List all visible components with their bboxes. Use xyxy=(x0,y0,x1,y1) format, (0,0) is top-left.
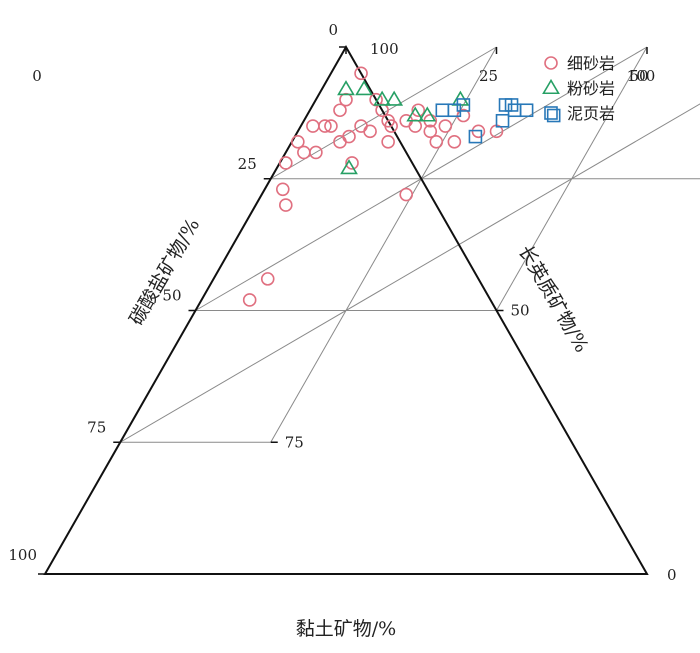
tick-marks xyxy=(38,46,648,575)
point-mudstone-7 xyxy=(468,129,483,144)
point-sandstone-8 xyxy=(297,145,311,160)
legend-item-mudstone: 泥页岩 xyxy=(544,104,615,123)
tick-label-carbonate-50: 50 xyxy=(162,287,181,305)
point-mudstone-6 xyxy=(495,113,510,128)
point-sandstone-35 xyxy=(278,198,293,212)
point-sandstone-14 xyxy=(342,129,356,144)
tick-label-feldspar-50: 50 xyxy=(511,302,530,320)
point-siltstone-2 xyxy=(373,90,392,106)
grid-line-clay-50 xyxy=(496,46,648,311)
point-sandstone-33 xyxy=(242,293,257,307)
point-mudstone-2 xyxy=(456,98,471,112)
point-sandstone-24 xyxy=(423,124,438,139)
legend-marker-circle xyxy=(544,56,558,70)
axis-title-clay: 黏土矿物/% xyxy=(296,618,396,640)
point-siltstone-3 xyxy=(385,90,404,106)
legend-item-sandstone: 细砂岩 xyxy=(544,54,615,73)
point-sandstone-20 xyxy=(381,135,395,149)
tick-labels: 025507510002550751000255075100 xyxy=(8,21,677,584)
legend-marker-siltstone xyxy=(542,78,560,95)
point-sandstone-21 xyxy=(408,119,423,133)
point-sandstone-4 xyxy=(318,119,332,133)
point-mudstone-9 xyxy=(546,108,561,123)
point-sandstone-6 xyxy=(324,119,338,133)
point-sandstone-22 xyxy=(345,156,359,170)
point-sandstone-17 xyxy=(384,119,398,133)
axis-title-carbonate: 碳酸盐矿物/% xyxy=(125,215,204,329)
point-sandstone-2 xyxy=(333,103,347,118)
tick-label-carbonate-25: 25 xyxy=(238,155,257,173)
point-sandstone-0 xyxy=(354,66,368,81)
point-siltstone-1 xyxy=(355,80,373,96)
legend-marker-square xyxy=(544,106,558,120)
point-sandstone-18 xyxy=(411,103,426,118)
point-sandstone-15 xyxy=(363,124,377,139)
legend-label-mudstone: 泥页岩 xyxy=(567,104,615,123)
legend-item-siltstone: 粉砂岩 xyxy=(542,78,615,98)
tick-label-carbonate-100: 100 xyxy=(8,546,37,564)
legend-label-sandstone: 细砂岩 xyxy=(567,54,615,73)
grid-line-clay-25 xyxy=(270,46,497,443)
point-sandstone-10 xyxy=(309,145,323,160)
tick-label-clay-0: 0 xyxy=(32,67,42,85)
legend-label-siltstone: 粉砂岩 xyxy=(567,79,615,98)
tick-label-feldspar-75: 75 xyxy=(285,433,304,451)
legend: 细砂岩 粉砂岩 泥页岩 xyxy=(542,54,615,123)
point-sandstone-9 xyxy=(278,156,293,170)
tick-label-carbonate-75: 75 xyxy=(87,418,106,436)
tick-label-clay-100: 100 xyxy=(627,67,656,85)
point-sandstone-5 xyxy=(291,135,305,149)
point-siltstone-4 xyxy=(406,106,425,122)
tick-label-clay-25: 25 xyxy=(479,67,498,85)
tick-label-carbonate-0: 0 xyxy=(328,21,338,39)
point-sandstone-25 xyxy=(438,119,453,133)
tick-label-feldspar-0: 0 xyxy=(667,566,677,584)
point-mudstone-0 xyxy=(435,103,450,118)
legend-marker-mudstone xyxy=(544,106,558,120)
point-sandstone-27 xyxy=(429,135,444,149)
point-siltstone-0 xyxy=(337,80,355,96)
point-mudstone-8 xyxy=(519,103,534,118)
point-sandstone-32 xyxy=(260,272,275,286)
tick-label-clay-50: 50 xyxy=(629,67,648,85)
axis-title-feldspar-quartz: 长英质矿物/% xyxy=(514,242,593,356)
point-siltstone-7 xyxy=(340,159,358,175)
point-sandstone-3 xyxy=(306,119,320,133)
point-sandstone-11 xyxy=(333,135,347,149)
data-points xyxy=(242,66,561,307)
point-sandstone-28 xyxy=(447,135,462,149)
point-siltstone-5 xyxy=(418,106,437,122)
point-sandstone-31 xyxy=(399,187,414,202)
point-sandstone-34 xyxy=(275,182,290,197)
legend-marker-sandstone xyxy=(544,56,558,70)
legend-marker-triangle xyxy=(542,78,560,95)
axis-titles: 黏土矿物/% 碳酸盐矿物/% 长英质矿物/% xyxy=(125,215,592,640)
tick-label-feldspar-100: 100 xyxy=(370,40,399,58)
